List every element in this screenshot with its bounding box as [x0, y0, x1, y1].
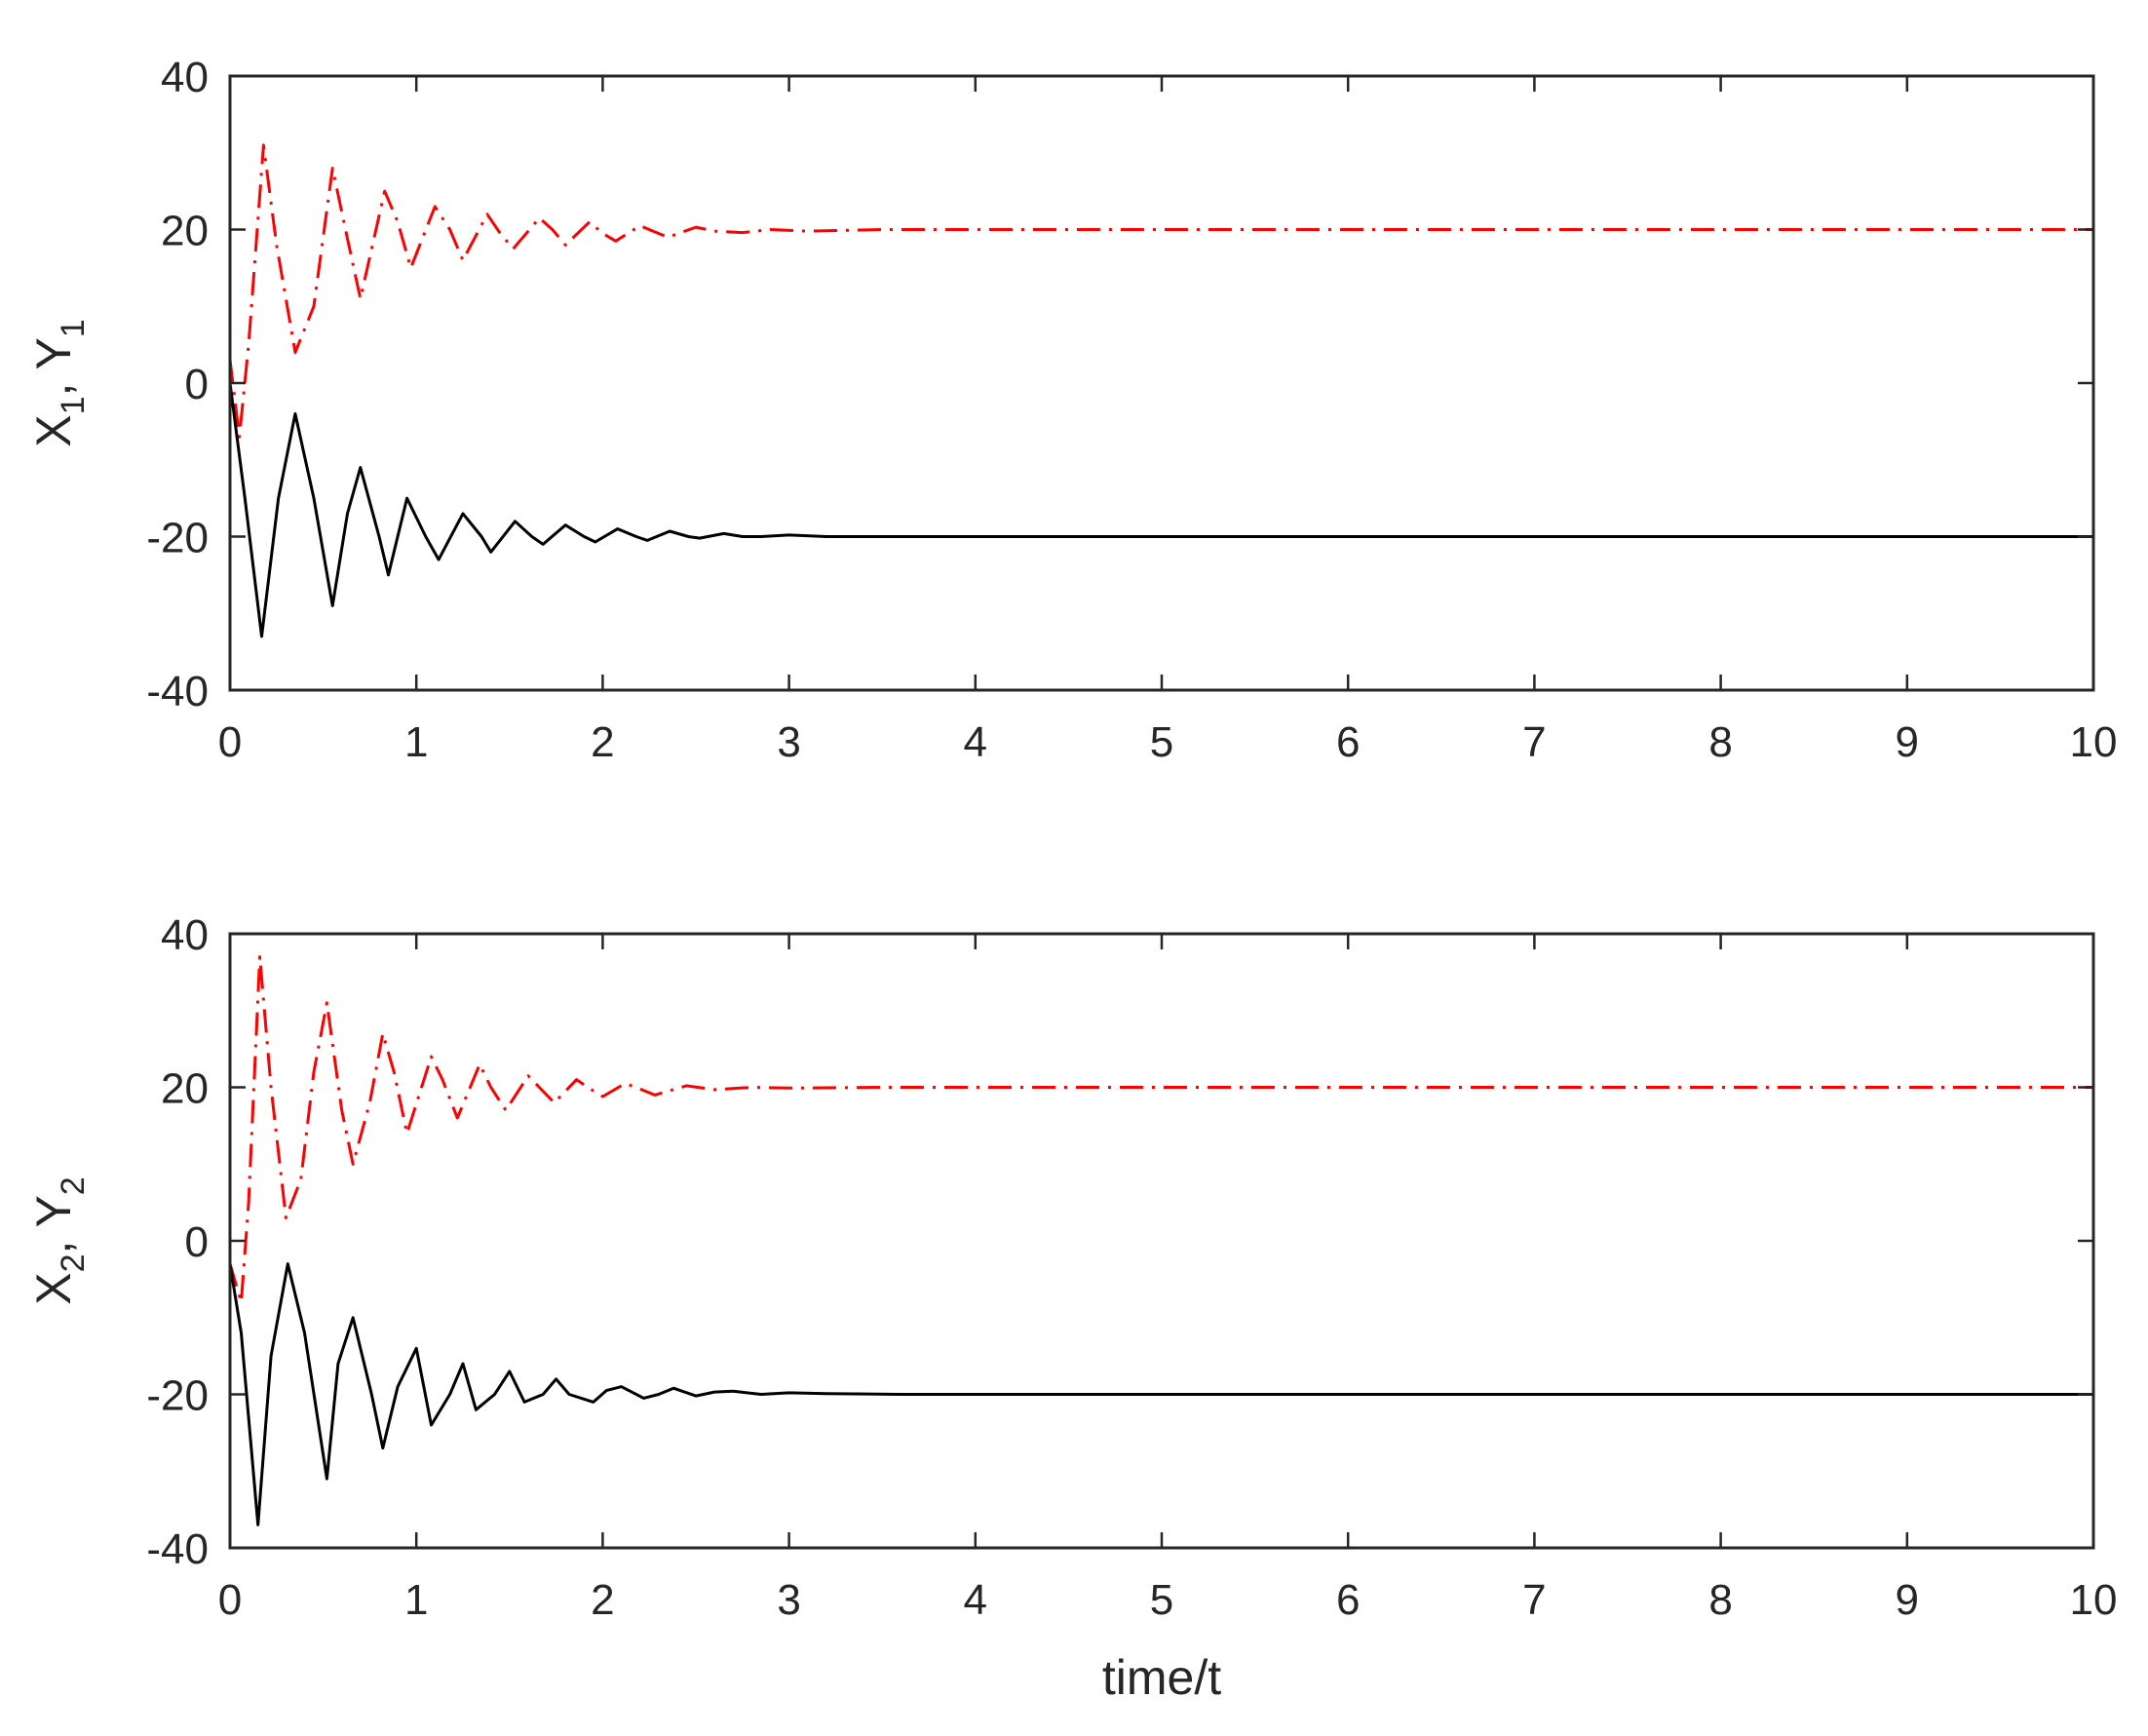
series-group	[230, 955, 2093, 1526]
series-line-2	[230, 382, 2093, 638]
x-tick-label: 5	[1150, 1576, 1173, 1624]
x-tick-label: 0	[218, 718, 242, 766]
x-tick-label: 6	[1336, 1576, 1360, 1624]
y-axis-title: X1, Y1	[26, 319, 92, 446]
series-line-2	[230, 1262, 2093, 1526]
y-tick-label: 40	[161, 911, 209, 959]
series-group	[230, 143, 2093, 638]
y-axis-title-text: X	[26, 414, 81, 446]
x-tick-label: 6	[1336, 718, 1360, 766]
x-tick-label: 10	[2070, 1576, 2118, 1624]
x-tick-label: 10	[2070, 718, 2118, 766]
y-tick-label: 0	[185, 1218, 209, 1266]
y-axis-title-subscript: 2	[55, 1177, 92, 1195]
y-tick-label: -40	[146, 668, 209, 715]
x-tick-label: 3	[777, 1576, 800, 1624]
x-axis-title: time/t	[1102, 1650, 1221, 1705]
x-tick-label: 1	[404, 1576, 428, 1624]
x-tick-label: 5	[1150, 718, 1173, 766]
y-tick-label: 20	[161, 208, 209, 255]
x-tick-label: 4	[964, 718, 987, 766]
y-axis-title-subscript: 1	[55, 319, 92, 337]
x-tick-label: 2	[591, 718, 614, 766]
series-line-1	[230, 143, 2093, 439]
y-axis-title-text: , Y	[26, 337, 81, 396]
x-tick-label: 0	[218, 1576, 242, 1624]
y-axis-title-text: X	[26, 1272, 81, 1304]
x-tick-label: 4	[964, 1576, 987, 1624]
x-tick-label: 2	[591, 1576, 614, 1624]
y-axis-title-subscript: 1	[55, 396, 92, 414]
y-tick-label: 20	[161, 1065, 209, 1113]
x-tick-label: 7	[1522, 1576, 1546, 1624]
x-tick-label: 7	[1522, 718, 1546, 766]
y-tick-label: -40	[146, 1525, 209, 1573]
y-axis-title: X2, Y2	[26, 1177, 92, 1304]
x-tick-label: 1	[404, 718, 428, 766]
x-tick-label: 8	[1708, 718, 1732, 766]
y-tick-label: 0	[185, 361, 209, 408]
x-tick-label: 9	[1896, 718, 1919, 766]
series-line-1	[230, 955, 2093, 1304]
y-axis-title-text: , Y	[26, 1195, 81, 1254]
x-tick-label: 3	[777, 718, 800, 766]
x-tick-label: 9	[1896, 1576, 1919, 1624]
x-tick-label: 8	[1708, 1576, 1732, 1624]
y-axis-title-subscript: 2	[55, 1254, 92, 1272]
y-tick-label: 40	[161, 54, 209, 101]
y-tick-label: -20	[146, 515, 209, 562]
y-tick-label: -20	[146, 1372, 209, 1420]
